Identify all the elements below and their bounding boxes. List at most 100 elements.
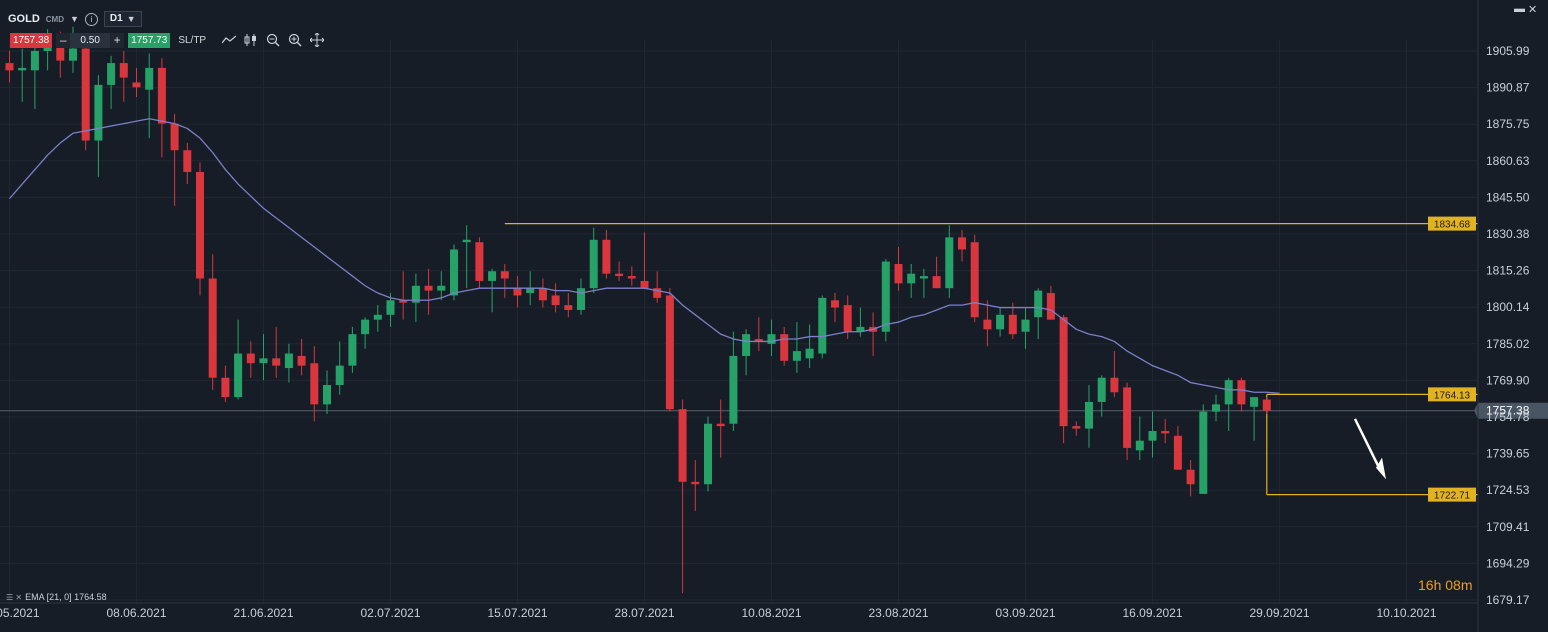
time-tick-label: 28.07.2021: [614, 606, 674, 620]
candle-body: [754, 339, 763, 342]
price-tick-label: 1875.75: [1486, 117, 1530, 131]
candle-body: [818, 297, 827, 354]
candle-body: [513, 288, 522, 296]
candle-body: [729, 355, 738, 424]
candle-body: [1161, 430, 1170, 434]
candle-body: [475, 242, 484, 281]
level-price-label: 1764.13: [1434, 390, 1471, 401]
candlestick-chart-icon[interactable]: [242, 32, 260, 48]
candle-countdown: 16h 08m: [1418, 577, 1473, 593]
price-tick-label: 1679.17: [1486, 593, 1530, 607]
candle-body: [1212, 404, 1220, 412]
quantity-input[interactable]: 0.50: [70, 32, 111, 48]
candle-body: [665, 295, 674, 410]
ema-line: [9, 118, 1280, 394]
candle-body: [94, 84, 103, 141]
candle-body: [1199, 411, 1208, 494]
price-tick-label: 1815.26: [1486, 264, 1530, 278]
candle-body: [500, 271, 509, 279]
candle-body: [1008, 314, 1017, 335]
symbol-dropdown-chevron-icon[interactable]: ▼: [70, 14, 79, 24]
price-tick-label: 1785.02: [1486, 337, 1530, 351]
candle-body: [704, 423, 712, 485]
price-tick-label: 1739.65: [1486, 447, 1530, 461]
candle-body: [615, 273, 624, 277]
line-chart-icon[interactable]: [220, 32, 238, 48]
minimize-window-icon[interactable]: ▬: [1514, 3, 1525, 15]
candle-body: [208, 278, 217, 378]
arrow-shaft: [1353, 418, 1382, 471]
indicator-settings-icon[interactable]: ☰ ✕: [6, 592, 23, 602]
candle-body: [107, 63, 116, 85]
candle-body: [5, 63, 14, 71]
candle-body: [716, 423, 725, 427]
price-tick-label: 1769.90: [1486, 373, 1530, 387]
symbol-toolbar: GOLD CMD ▼ i D1 ▼: [8, 10, 142, 28]
candle-body: [30, 50, 39, 71]
candle-body: [361, 319, 370, 335]
sell-price-button[interactable]: 1757.38: [10, 32, 53, 48]
timeframe-value: D1: [109, 13, 123, 24]
increase-quantity-button[interactable]: +: [113, 32, 121, 47]
time-tick-label: 08.06.2021: [106, 606, 166, 620]
close-window-icon[interactable]: ✕: [1528, 4, 1538, 16]
candle-body: [1148, 430, 1157, 441]
sltp-button[interactable]: SL/TP: [178, 34, 207, 46]
price-tick-label: 1890.87: [1486, 81, 1530, 95]
candle-body: [259, 358, 268, 364]
level-price-label: 1722.71: [1434, 491, 1471, 502]
candle-body: [805, 348, 814, 359]
level-price-label: 1834.68: [1434, 220, 1471, 231]
candle-body: [462, 239, 471, 243]
crosshair-move-icon[interactable]: [308, 32, 326, 48]
candle-body: [348, 334, 357, 366]
candle-body: [450, 249, 458, 296]
time-tick-label: 03.09.2021: [995, 606, 1055, 620]
buy-price-button[interactable]: 1757.73: [128, 32, 171, 48]
decrease-quantity-button[interactable]: –: [59, 32, 67, 47]
candle-body: [81, 48, 90, 141]
timeframe-selector[interactable]: D1 ▼: [103, 11, 142, 27]
price-tick-label: 1694.29: [1486, 556, 1530, 570]
candle-body: [945, 237, 954, 289]
candle-body: [145, 67, 154, 90]
price-tick-label: 1754.78: [1486, 410, 1530, 424]
zoom-in-icon[interactable]: [286, 32, 304, 48]
time-tick-label: 15.07.2021: [487, 606, 547, 620]
current-price-line: 1757.38: [0, 402, 1548, 419]
candle-body: [894, 263, 903, 284]
candle-body: [69, 48, 77, 61]
candle-body: [1085, 401, 1093, 429]
candle-body: [653, 288, 662, 298]
candle-body: [780, 334, 789, 361]
candle-body: [196, 171, 204, 279]
candle-body: [221, 377, 230, 398]
candle-body: [881, 261, 890, 332]
candle-body: [323, 384, 331, 405]
horizontal-level-lines: 1834.68 1764.13 1722.71: [504, 216, 1478, 502]
time-tick-label: 16.09.2021: [1122, 606, 1182, 620]
candle-body: [1072, 426, 1081, 429]
candle-body: [411, 285, 420, 303]
candle-body: [1135, 440, 1144, 451]
candle-body: [792, 351, 801, 361]
candle-body: [856, 326, 865, 332]
level-price-tag: [1428, 487, 1476, 502]
candle-body: [996, 314, 1005, 330]
trend-arrow[interactable]: [1353, 418, 1386, 480]
candle-body: [335, 365, 344, 385]
candle-body: [1173, 435, 1182, 470]
candle-body: [1237, 380, 1246, 405]
chart-grid: [0, 40, 1478, 603]
arrow-head: [1376, 457, 1386, 480]
candle-body: [577, 288, 585, 310]
info-icon[interactable]: i: [84, 12, 98, 26]
candle-body: [831, 300, 839, 308]
indicator-label: EMA [21, 0] 1764.58: [25, 592, 107, 602]
zoom-out-icon[interactable]: [264, 32, 282, 48]
symbol-name[interactable]: GOLD: [8, 13, 40, 25]
candle-body: [424, 285, 433, 291]
candle-body: [157, 67, 166, 124]
trade-toolbar: 1757.38 – 0.50 + 1757.73 SL/TP: [10, 32, 326, 48]
